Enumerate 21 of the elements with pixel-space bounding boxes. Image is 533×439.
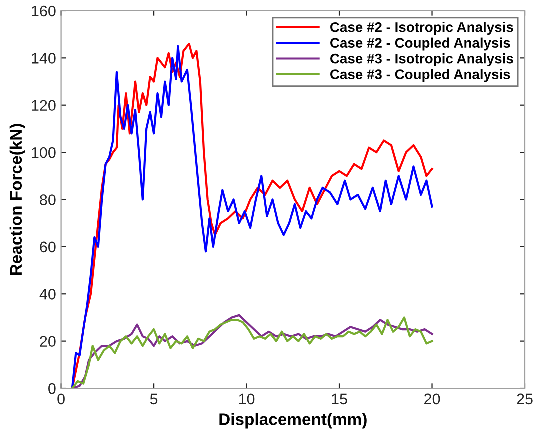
y-tick-label: 60 — [40, 242, 56, 253]
y-tick-label: 120 — [32, 100, 56, 112]
legend-label: Case #2 - Coupled Analysis — [330, 38, 510, 51]
y-tick-label: 140 — [32, 53, 56, 64]
legend-label: Case #2 - Isotropic Analysis — [330, 22, 514, 36]
y-tick-label: 80 — [40, 194, 56, 206]
y-axis-title: Reaction Force(kN) — [10, 124, 26, 276]
x-tick-label: 10 — [239, 394, 255, 405]
x-tick-label: 25 — [517, 394, 533, 405]
x-tick-label: 5 — [150, 394, 158, 405]
legend-label: Case #3 - Isotropic Analysis — [330, 54, 514, 66]
x-tick-label: 20 — [424, 394, 440, 405]
y-tick-label: 20 — [40, 336, 56, 348]
x-tick-label: 0 — [58, 394, 65, 405]
y-tick-label: 40 — [40, 289, 56, 300]
y-tick-label: 0 — [48, 383, 56, 394]
y-tick-label: 160 — [32, 6, 56, 17]
x-axis-title: Displacement(mm) — [220, 413, 367, 429]
y-tick-label: 100 — [32, 147, 56, 158]
x-tick-label: 15 — [332, 394, 348, 405]
legend-label: Case #3 - Coupled Analysis — [330, 69, 510, 82]
